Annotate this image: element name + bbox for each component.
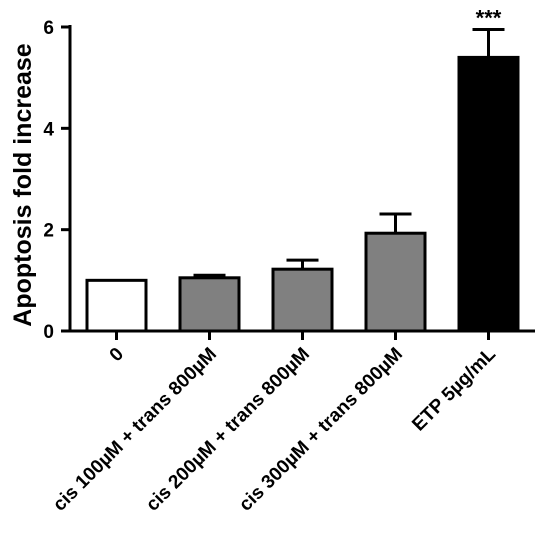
category-label: 0 xyxy=(106,344,128,366)
category-label: cis 200µM + trans 800µM xyxy=(142,344,314,516)
bar xyxy=(457,55,520,333)
bar xyxy=(178,276,241,333)
significance-marker: *** xyxy=(476,6,502,31)
y-tick-label: 0 xyxy=(43,322,54,343)
y-tick-label: 6 xyxy=(43,18,54,39)
category-label: ETP 5µg/mL xyxy=(408,343,500,435)
bar xyxy=(271,267,334,333)
y-tick-label: 4 xyxy=(43,119,54,140)
bar xyxy=(85,278,148,333)
bar xyxy=(364,231,427,333)
category-label: cis 300µM + trans 800µM xyxy=(235,344,407,516)
bars: *** xyxy=(85,6,520,333)
y-axis-label: Apoptosis fold increase xyxy=(9,43,37,326)
category-label: cis 100µM + trans 800µM xyxy=(49,344,221,516)
y-tick-label: 2 xyxy=(43,221,54,242)
